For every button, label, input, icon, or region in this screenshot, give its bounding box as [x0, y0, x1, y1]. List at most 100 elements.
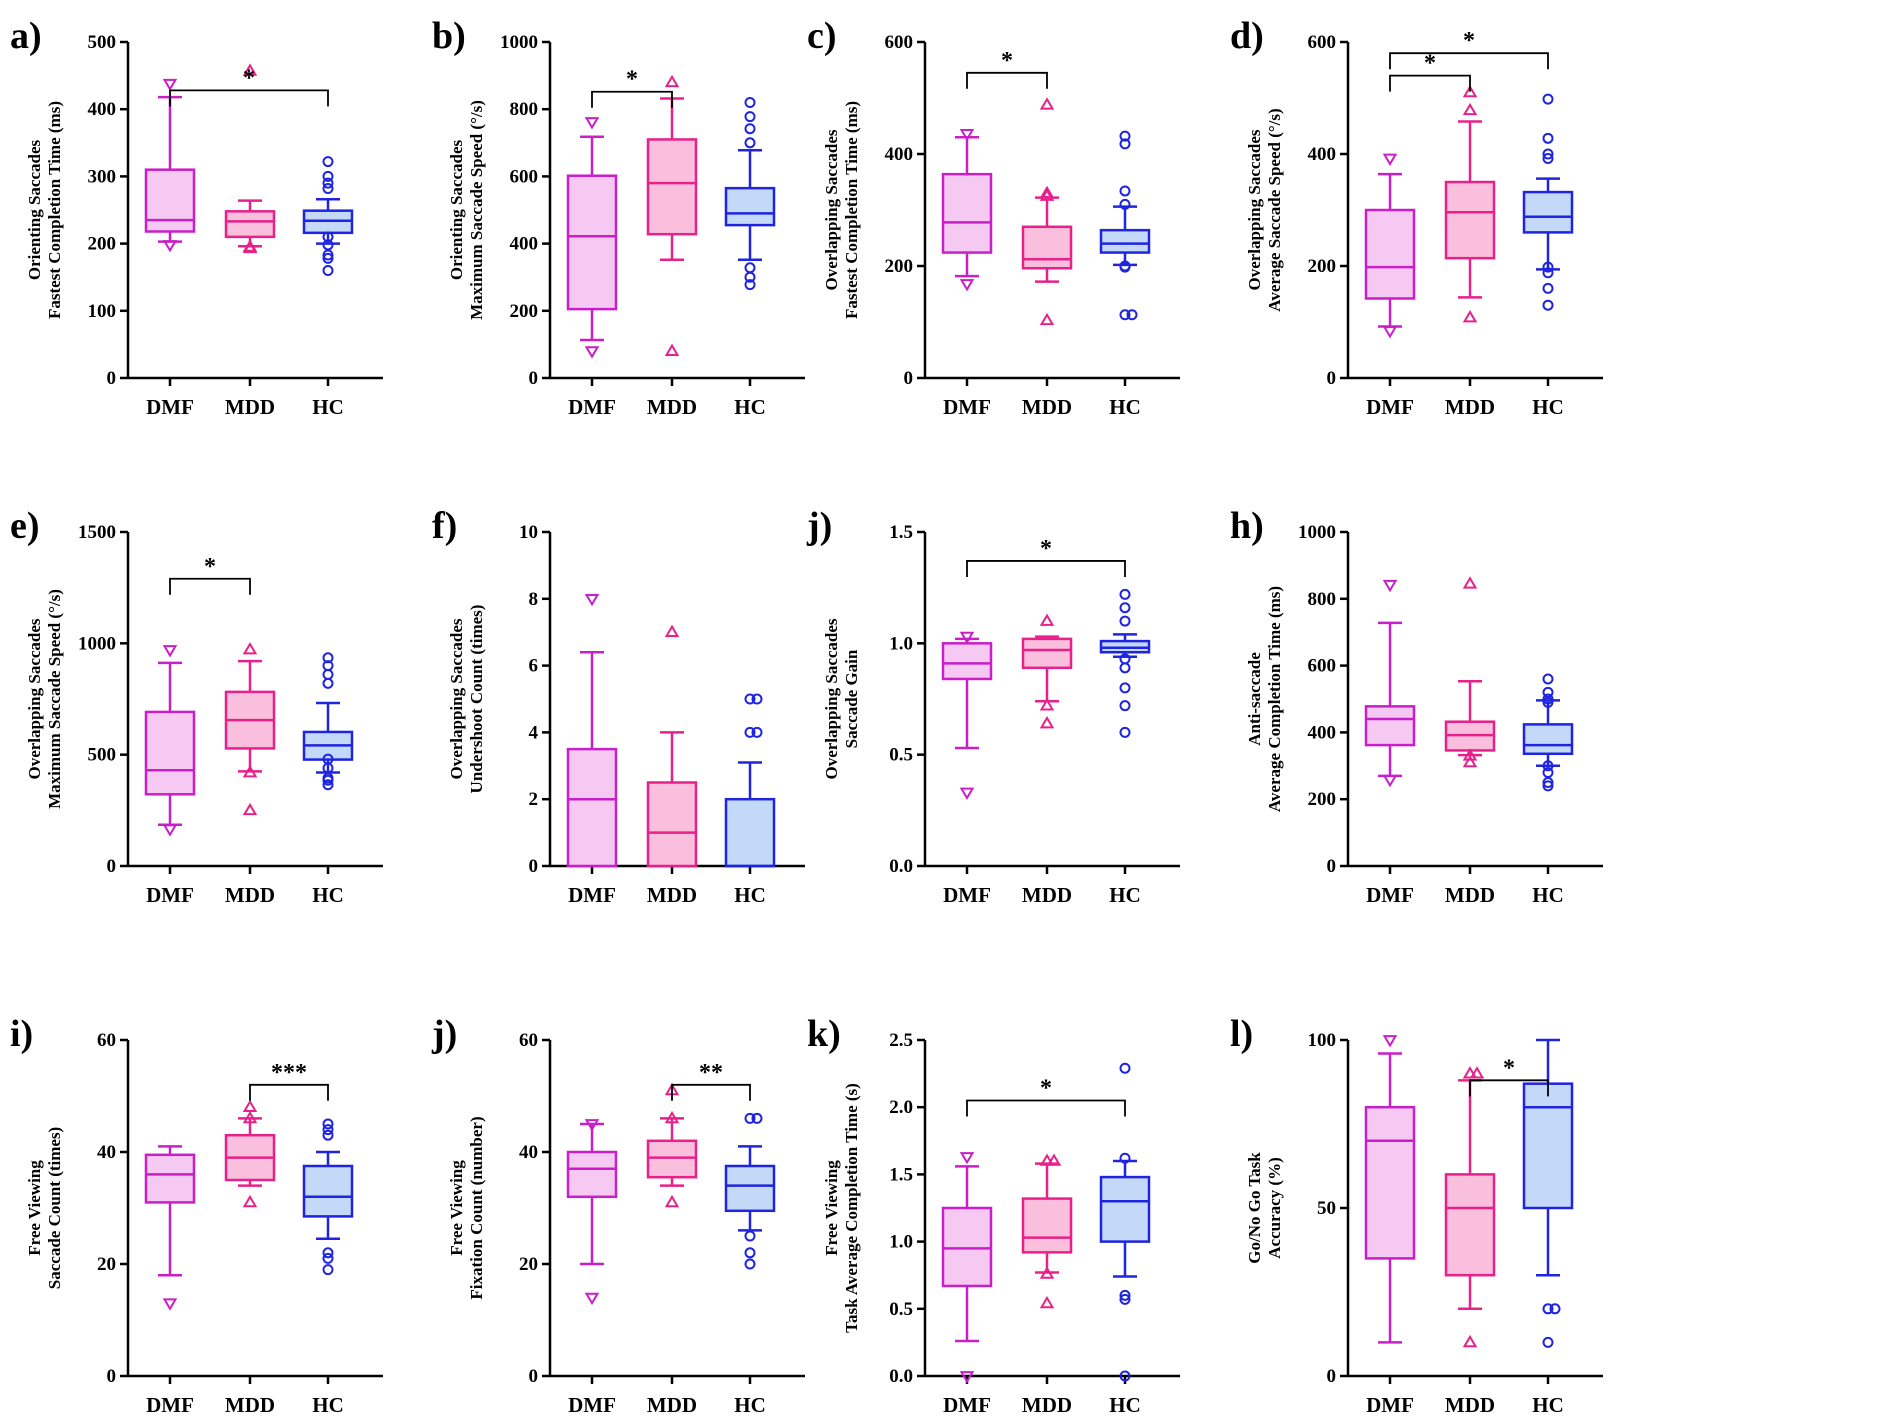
significance-stars: *	[243, 65, 255, 91]
outlier-point	[1382, 579, 1398, 593]
iqr-box	[1021, 1197, 1073, 1254]
outlier-point	[1462, 1334, 1478, 1348]
y-tick-label: 1500	[78, 522, 116, 543]
y-axis-label-line: Free Viewing	[822, 1160, 841, 1256]
outlier-point	[322, 177, 334, 189]
outlier-point	[322, 779, 334, 791]
y-tick-label: 1.0	[889, 1232, 913, 1253]
iqr-box	[1522, 723, 1574, 756]
outlier-point	[744, 262, 756, 274]
outlier-point	[1462, 576, 1478, 589]
y-tick-label: 1000	[1298, 522, 1336, 543]
panel-g: j) Overlapping SaccadesSaccade Gain 0.0 0.5…	[806, 505, 1180, 907]
y-axis-label-line: Overlapping Saccades	[25, 618, 44, 779]
panel-e: e) Overlapping SaccadesMaximum Saccade Sp…	[10, 505, 383, 907]
box-dmf: DMF	[941, 1152, 993, 1417]
panel-letter: h)	[1230, 505, 1264, 547]
y-tick-label: 400	[510, 234, 539, 255]
outlier-point	[959, 128, 975, 142]
y-tick-label: 0	[1327, 856, 1337, 877]
y-axis-label-line: Free Viewing	[447, 1160, 466, 1256]
outlier-point	[1119, 1152, 1131, 1164]
box-hc: HC	[1099, 130, 1151, 419]
y-tick-label: 60	[519, 1030, 538, 1051]
y-tick-label: 200	[510, 301, 539, 322]
significance-bracket	[671, 1083, 751, 1101]
y-tick-label: 600	[1308, 32, 1337, 53]
outlier-point	[1039, 1295, 1055, 1309]
outlier-point	[584, 346, 600, 359]
outlier-point	[744, 271, 756, 283]
outlier-point	[1542, 760, 1554, 772]
iqr-box	[646, 1139, 698, 1179]
category-label: MDD	[1022, 1393, 1072, 1417]
y-tick-label: 2.0	[889, 1097, 913, 1118]
outlier-point	[1382, 774, 1398, 788]
outlier-point	[664, 624, 680, 638]
category-label: MDD	[647, 1393, 697, 1417]
outlier-point	[322, 264, 334, 276]
category-label: MDD	[1445, 883, 1495, 907]
significance-bracket	[966, 1099, 1126, 1117]
y-axis-label-line: Go/No Go Task	[1245, 1152, 1264, 1264]
y-axis-label: Overlapping SaccadesAverage Saccade Spee…	[1245, 108, 1284, 311]
y-axis-label-line: Saccade Count (times)	[45, 1127, 64, 1289]
y-tick-label: 0.0	[889, 1366, 913, 1387]
box-mdd: MDD	[646, 624, 698, 907]
category-label: MDD	[1022, 883, 1072, 907]
category-label: DMF	[1366, 1393, 1414, 1417]
box-mdd: MDD	[1021, 97, 1073, 419]
category-label: HC	[1532, 1393, 1564, 1417]
significance-bracket	[966, 560, 1126, 577]
outlier-point	[744, 1112, 756, 1124]
outlier-point	[322, 1124, 334, 1136]
outlier-point	[744, 137, 756, 149]
box-dmf: DMF	[1364, 579, 1416, 907]
category-label: HC	[1532, 395, 1564, 419]
iqr-box	[724, 797, 776, 868]
y-axis-label: Go/No Go TaskAccuracy (%)	[1245, 1152, 1284, 1264]
category-label: DMF	[1366, 883, 1414, 907]
box-hc: HC	[724, 693, 776, 907]
iqr-box	[144, 1153, 196, 1204]
box-hc: HC	[724, 96, 776, 419]
iqr-box	[646, 781, 698, 868]
outlier-point	[1046, 1153, 1062, 1166]
y-axis-label-line: Maximum Saccade Speed (°/s)	[45, 589, 64, 809]
box-mdd: MDD	[1444, 1066, 1496, 1417]
panel-letter: d)	[1230, 15, 1264, 57]
category-label: DMF	[568, 883, 616, 907]
y-axis-label-line: Undershoot Count (times)	[467, 605, 486, 794]
y-tick-label: 6	[529, 656, 539, 677]
iqr-box	[144, 168, 196, 233]
y-tick-label: 600	[1308, 656, 1337, 677]
significance-stars: *	[1040, 536, 1052, 562]
panel-d: d) Overlapping SaccadesAverage Saccade Sp…	[1230, 15, 1603, 419]
box-dmf: DMF	[566, 593, 618, 907]
outlier-point	[1542, 1336, 1554, 1348]
outlier-point	[584, 1292, 600, 1306]
y-tick-label: 0	[904, 368, 914, 389]
outlier-point	[1542, 780, 1554, 792]
outlier-point	[959, 1371, 975, 1384]
iqr-box	[566, 1150, 618, 1199]
significance-stars: *	[626, 67, 638, 93]
y-tick-label: 100	[88, 301, 117, 322]
y-tick-label: 200	[885, 256, 914, 277]
significance-stars: *	[1001, 48, 1013, 74]
category-label: HC	[312, 1393, 344, 1417]
outlier-point	[322, 239, 334, 251]
y-axis-label: Free ViewingSaccade Count (times)	[25, 1127, 64, 1289]
box-dmf: DMF	[144, 645, 196, 907]
significance-bracket	[591, 90, 673, 108]
category-label: MDD	[647, 395, 697, 419]
outlier-point	[744, 1230, 756, 1242]
category-label: HC	[734, 1393, 766, 1417]
y-axis-label-line: Free Viewing	[25, 1160, 44, 1256]
box-dmf: DMF	[566, 1119, 618, 1417]
iqr-box	[941, 642, 993, 681]
category-label: MDD	[225, 1393, 275, 1417]
outlier-point	[744, 1247, 756, 1259]
outlier-point	[664, 1194, 680, 1208]
